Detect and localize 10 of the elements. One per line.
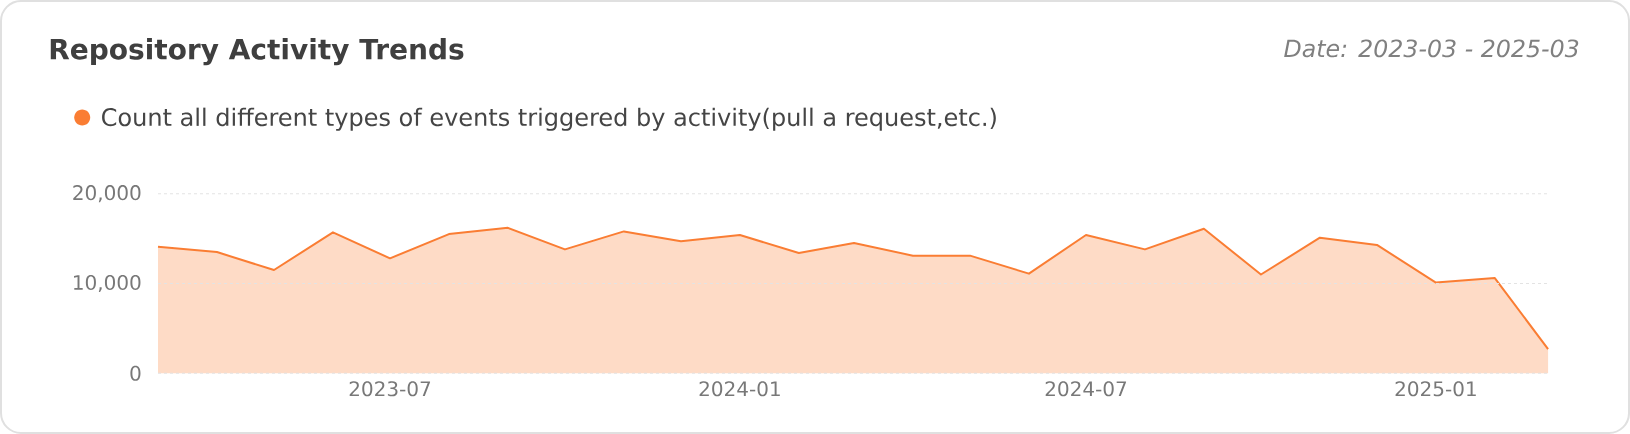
x-tick-label: 2024-07	[1045, 381, 1127, 397]
y-tick-label: 0	[130, 365, 141, 381]
y-tick-label: 20,000	[73, 185, 141, 203]
legend-label: Count all different types of events triggered by activity(pull a request,etc.)	[102, 107, 996, 131]
y-tick-label: 10,000	[74, 274, 141, 293]
x-tick-label: 2024-01	[699, 381, 780, 397]
chart-subtitle: Date: 2023-03 - 2025-03	[1284, 39, 1579, 58]
x-tick-label: 2023-07	[349, 381, 431, 397]
x-tick-label: 2025-01	[1395, 381, 1476, 397]
chart-title: Repository Activity Trends	[50, 38, 464, 66]
